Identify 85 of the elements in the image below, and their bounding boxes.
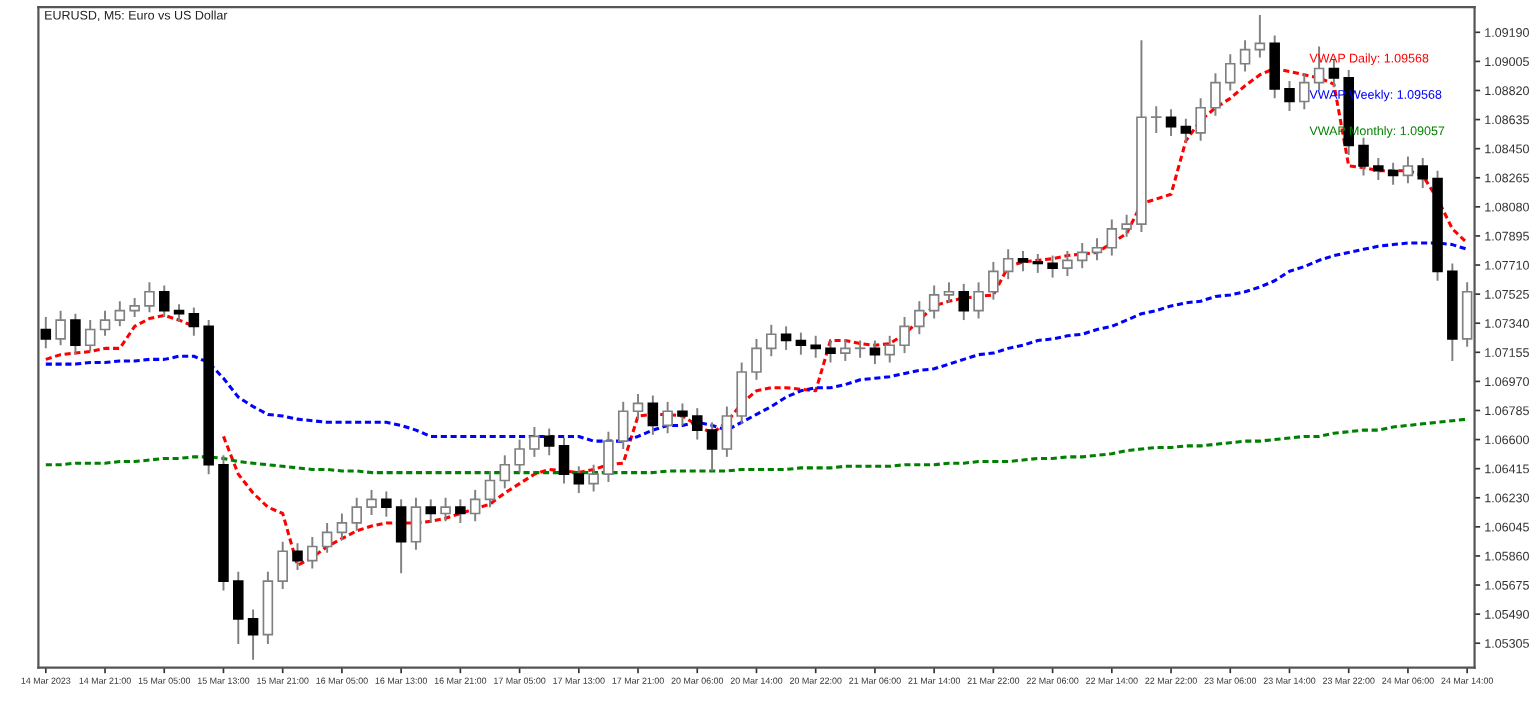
candlestick [307,536,318,570]
candlestick [499,454,511,490]
candlestick [1239,39,1251,73]
candlestick [662,400,673,435]
candlestick [1165,108,1177,138]
candlestick [99,309,111,337]
candlestick [1284,80,1295,112]
candlestick [484,470,496,509]
candlestick [1299,72,1310,111]
candlestick [973,281,984,320]
candlestick [1076,242,1088,270]
candlestick [558,437,570,485]
candlestick [336,512,348,542]
candlestick [84,319,96,353]
candlestick [795,331,807,356]
candlestick [632,393,644,421]
candlestick [529,426,540,458]
candlestick [440,496,451,523]
candlestick [1121,213,1132,238]
candlestick [395,498,407,575]
candlestick [144,281,155,314]
candlestick [1402,155,1414,185]
candlestick [425,498,437,524]
candlestick [1106,218,1118,257]
candlestick [914,300,925,336]
candlestick [455,498,466,524]
candlestick [469,488,481,523]
candlestick [1269,34,1280,100]
candlestick [1032,253,1044,274]
candlestick [410,496,422,551]
candlestick [721,405,733,458]
candlestick [1017,249,1029,273]
candlestick [1091,237,1103,262]
candlestick [810,334,821,359]
candlestick [603,430,614,483]
candlestick [366,488,377,517]
candlestick [1387,161,1399,186]
candlestick [751,337,762,381]
candlestick [351,496,363,532]
candlestick [1461,281,1473,348]
candlestick [1224,53,1236,92]
candlestick [588,463,599,493]
candlestick [1358,136,1369,177]
candlestick [40,315,52,350]
candlestick [70,312,81,356]
candlestick [780,325,792,351]
candlestick [736,361,747,425]
candlestick [691,407,703,441]
candlestick [247,608,259,661]
candlestick [1047,254,1058,279]
candlestick [1150,105,1162,134]
candlestick [381,490,392,518]
candlestick [321,521,333,554]
candlestick [958,282,970,322]
candlestick [840,337,851,362]
candlestick [1062,249,1073,278]
candlestick [188,306,200,337]
candlestick [292,542,303,572]
candlestick [1210,72,1221,117]
candlestick [543,427,555,457]
candlestick [884,334,896,364]
candlestick [766,323,777,358]
candlestick [928,284,940,320]
candlestick [706,421,718,472]
candlestick [573,465,585,495]
candlestick [114,300,126,328]
candlestick [158,284,170,318]
candlestick [899,315,910,355]
candlestick [514,438,525,474]
candlestick [943,281,955,304]
candlestick [1417,157,1429,189]
candlestick [988,260,999,301]
candlestick [617,400,629,450]
candlestick [55,309,66,347]
candlestick [1254,14,1266,59]
candlestick [129,297,140,318]
candlestick [277,540,288,590]
candlestick [647,394,659,436]
candlestick [1002,248,1014,281]
candlestick [233,570,244,645]
candlestick [1180,117,1192,144]
candlestick [825,339,836,364]
candlestick [1373,157,1384,182]
candlestick [1195,97,1206,142]
candlestick [677,402,688,427]
